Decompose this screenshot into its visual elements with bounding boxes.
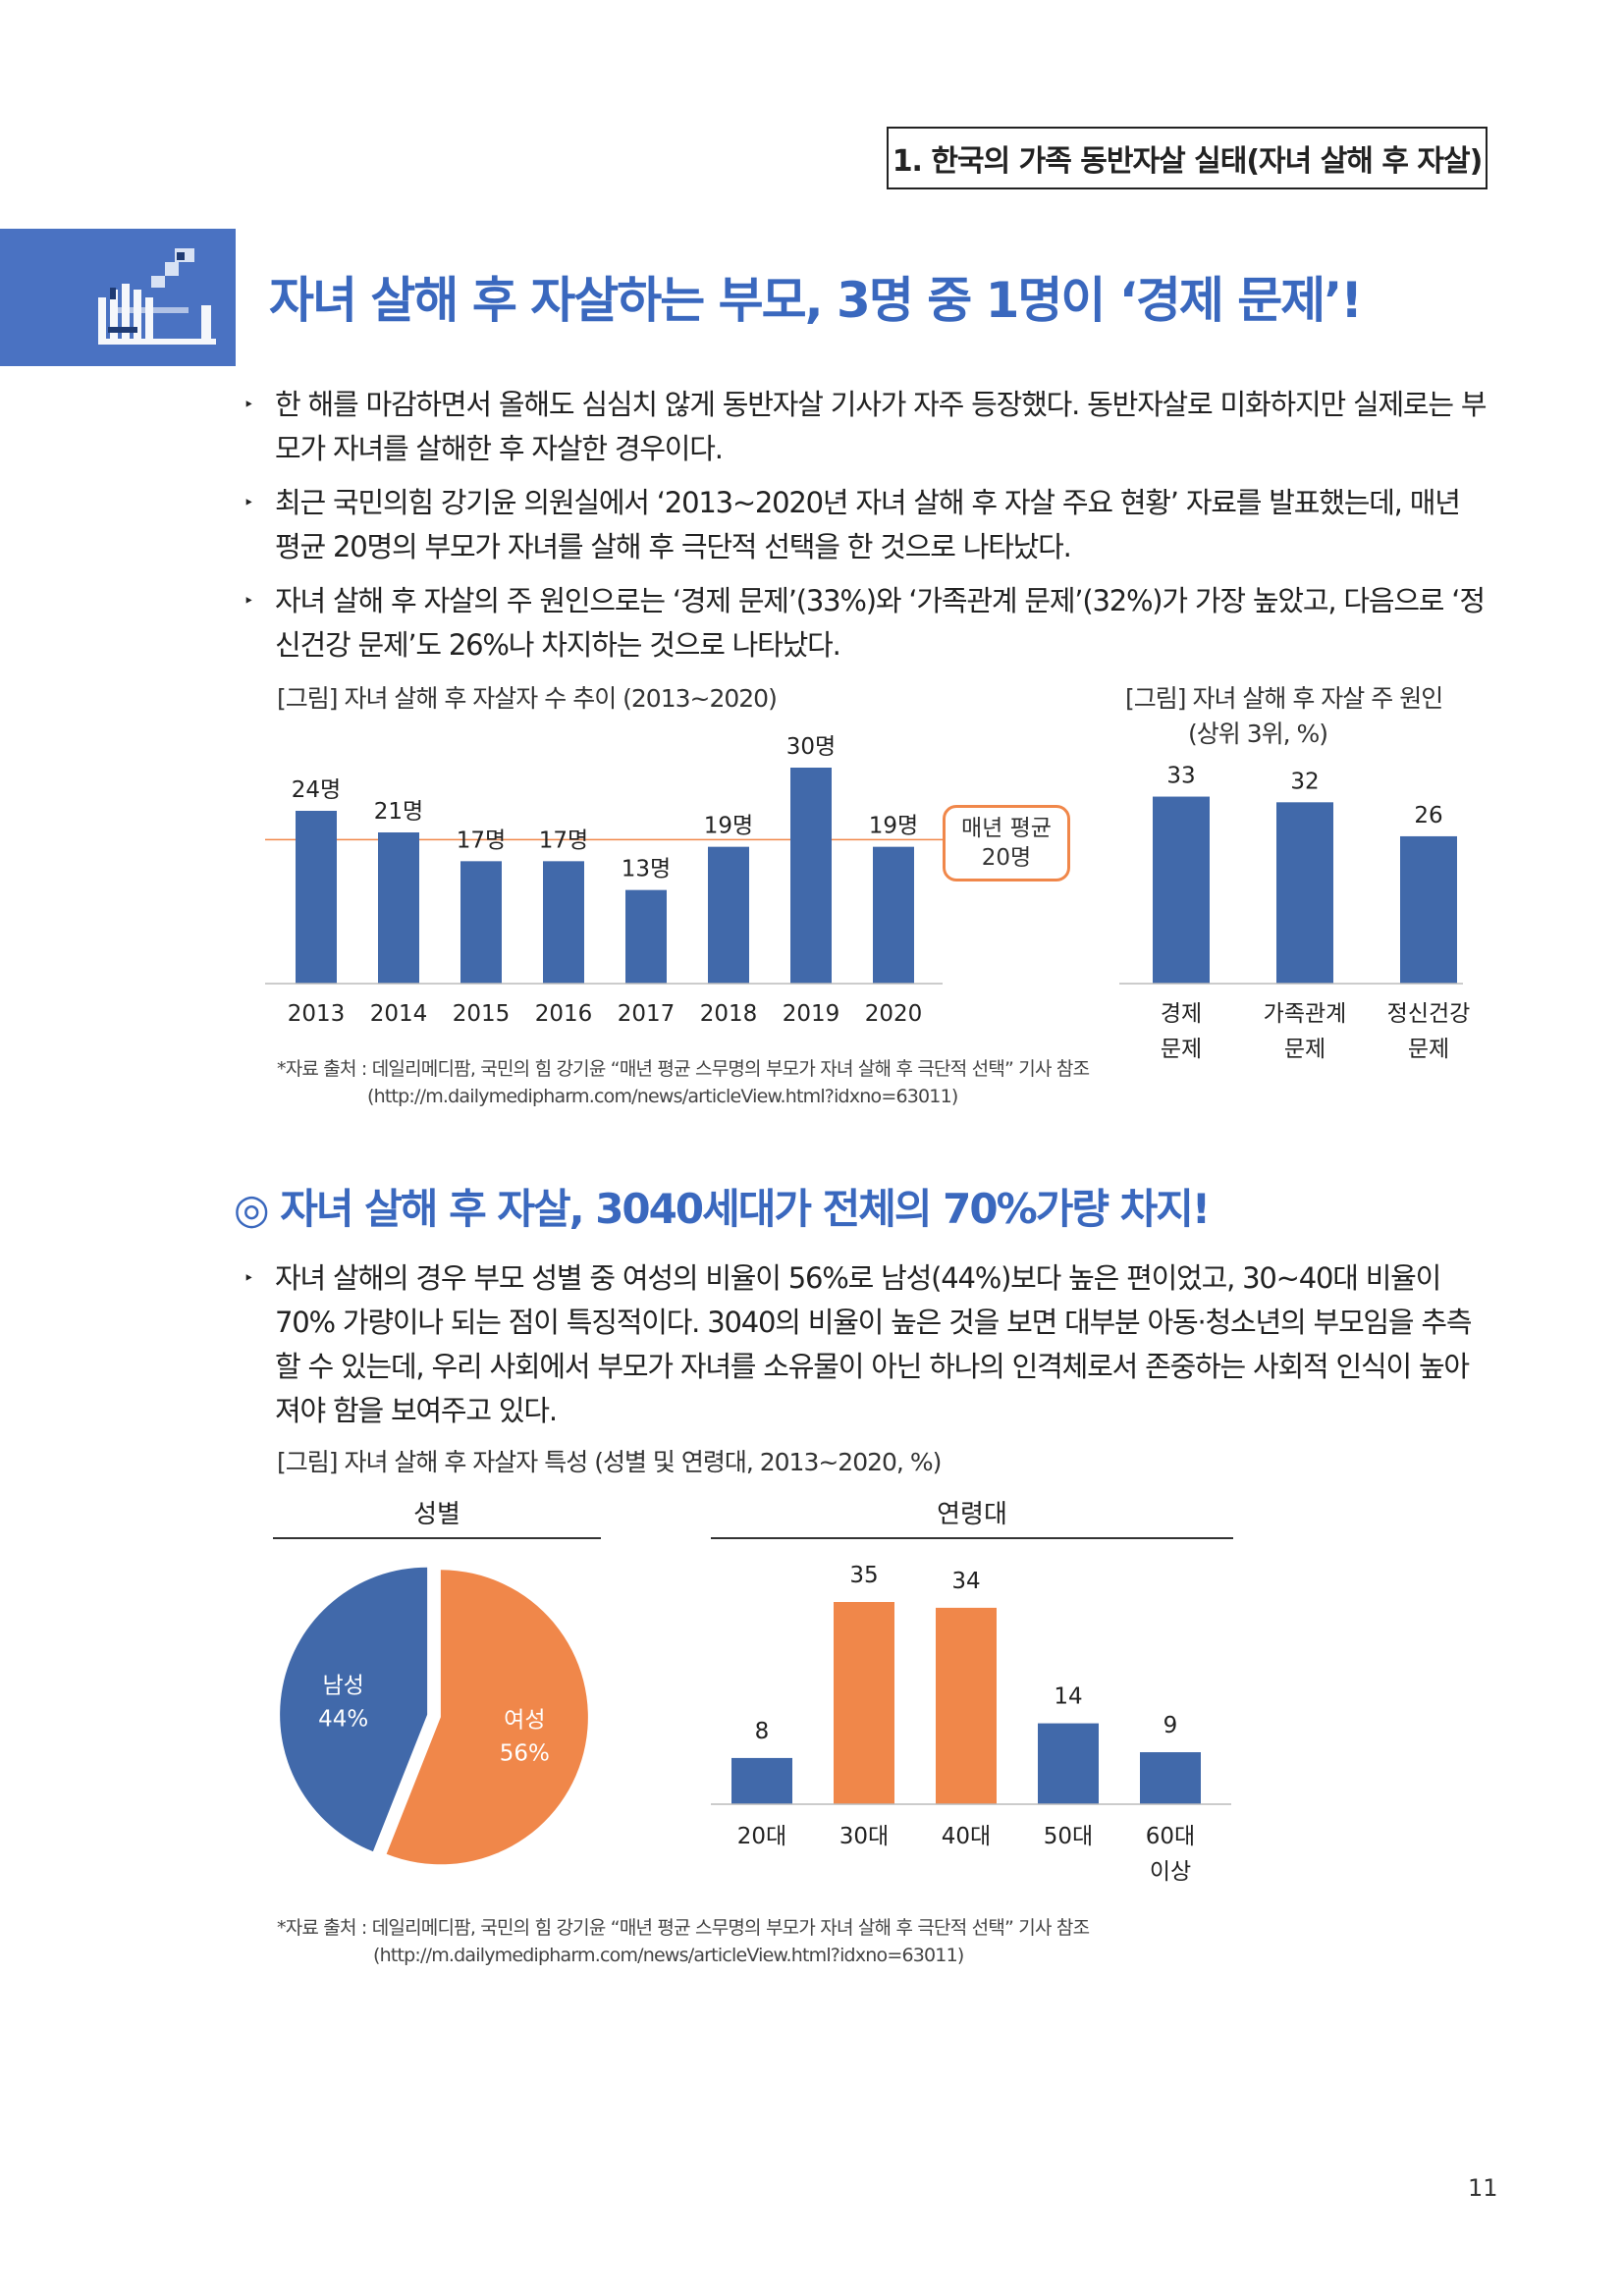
- cause-value-label: 33: [1166, 764, 1195, 789]
- average-callout: 매년 평균 20명: [943, 805, 1070, 881]
- bullet-item: ‣ 한 해를 마감하면서 올해도 심심치 않게 동반자살 기사가 자주 등장했다…: [243, 383, 1490, 471]
- bullet-item: ‣ 자녀 살해 후 자살의 주 원인으로는 ‘경제 문제’(33%)와 ‘가족관…: [243, 579, 1490, 667]
- source-url-2: (http://m.dailymedipharm.com/news/articl…: [373, 1945, 964, 1966]
- bullet-marker-icon: ‣: [243, 493, 254, 513]
- bullet-marker-icon: ‣: [243, 395, 254, 415]
- x-tick-label: 2014: [370, 1001, 428, 1027]
- top-bullet-list: ‣ 한 해를 마감하면서 올해도 심심치 않게 동반자살 기사가 자주 등장했다…: [243, 383, 1490, 677]
- age-category-label: 20대: [737, 1824, 786, 1849]
- bullet-marker-icon: ‣: [243, 1268, 254, 1289]
- age-value-label: 14: [1054, 1684, 1082, 1710]
- bottom-bullet-list: ‣ 자녀 살해의 경우 부모 성별 중 여성의 비율이 56%로 남성(44%)…: [243, 1256, 1490, 1443]
- bullet-marker-icon: ‣: [243, 591, 254, 612]
- age-category-label: 이상: [1150, 1859, 1191, 1885]
- pie-slice-female: [386, 1570, 588, 1865]
- average-callout-line2: 20명: [981, 845, 1032, 871]
- bullet-item: ‣ 자녀 살해의 경우 부모 성별 중 여성의 비율이 56%로 남성(44%)…: [243, 1256, 1490, 1433]
- age-category-label: 60대: [1146, 1824, 1195, 1849]
- x-tick-label: 2017: [618, 1001, 676, 1027]
- gender-title-rule: [273, 1537, 601, 1539]
- bar-2015: [460, 861, 502, 984]
- age-value-label: 35: [849, 1563, 878, 1588]
- gender-title: 성별: [413, 1500, 460, 1529]
- age-value-label: 8: [755, 1719, 770, 1744]
- cause-category-label: 문제: [1161, 1037, 1202, 1062]
- average-callout-line1: 매년 평균: [961, 816, 1052, 841]
- source-url-1: (http://m.dailymedipharm.com/news/articl…: [367, 1086, 958, 1107]
- x-tick-label: 2020: [865, 1001, 923, 1027]
- bar-2013: [296, 811, 337, 984]
- x-tick-label: 2019: [783, 1001, 840, 1027]
- page-number: 11: [1468, 2174, 1498, 2202]
- bar-2019: [790, 768, 832, 984]
- age-category-label: 50대: [1044, 1824, 1093, 1849]
- age-bar: [834, 1602, 894, 1804]
- bullet-text: 한 해를 마감하면서 올해도 심심치 않게 동반자살 기사가 자주 등장했다. …: [275, 388, 1488, 465]
- cause-bar: [1400, 835, 1457, 984]
- cause-value-label: 26: [1414, 803, 1442, 828]
- fig3-caption: [그림] 자녀 살해 후 자살자 특성 (성별 및 연령대, 2013~2020…: [277, 1448, 942, 1476]
- cause-category-label: 가족관계: [1264, 1001, 1347, 1027]
- age-bar: [936, 1607, 997, 1804]
- bar-2017: [625, 889, 667, 984]
- x-tick-label: 2016: [535, 1001, 593, 1027]
- subsection-title: ◎ 자녀 살해 후 자살, 3040세대가 전체의 70%가량 차지!: [234, 1185, 1211, 1233]
- age-title: 연령대: [937, 1500, 1007, 1529]
- cause-bar: [1276, 802, 1333, 984]
- cause-category-label: 문제: [1408, 1037, 1449, 1062]
- bar-value-label: 13명: [622, 857, 671, 882]
- bullet-text: 자녀 살해의 경우 부모 성별 중 여성의 비율이 56%로 남성(44%)보다…: [275, 1261, 1473, 1427]
- pie-slice-label: 여성: [504, 1708, 545, 1734]
- bar-2014: [378, 832, 419, 984]
- pie-slice-male: [280, 1567, 428, 1852]
- section-label: 1. 한국의 가족 동반자살 실태(자녀 살해 후 자살): [887, 127, 1488, 189]
- age-value-label: 9: [1163, 1713, 1178, 1738]
- bar-value-label: 30명: [786, 734, 836, 760]
- bar-value-label: 24명: [292, 777, 341, 803]
- age-category-label: 30대: [839, 1824, 889, 1849]
- cause-category-label: 문제: [1284, 1037, 1325, 1062]
- age-bar: [731, 1757, 792, 1804]
- x-tick-label: 2018: [700, 1001, 758, 1027]
- header-block: [0, 229, 236, 366]
- pie-slice-value: 56%: [500, 1741, 550, 1767]
- main-title: 자녀 살해 후 자살하는 부모, 3명 중 1명이 ‘경제 문제’!: [269, 272, 1363, 329]
- bar-2016: [543, 861, 584, 984]
- age-bar: [1038, 1723, 1099, 1804]
- yearly-count-chart: 24명 2013 21명 2014 17명 2015 17명 2016 13명 2017 19명 20…: [265, 734, 952, 1027]
- bar-2020: [873, 846, 914, 984]
- bar-value-label: 19명: [704, 814, 753, 839]
- x-tick-label: 2015: [453, 1001, 511, 1027]
- age-category-label: 40대: [942, 1824, 991, 1849]
- cause-category-label: 정신건강: [1387, 1001, 1471, 1027]
- x-tick-label: 2013: [288, 1001, 346, 1027]
- fig1-caption: [그림] 자녀 살해 후 자살자 수 추이 (2013~2020): [277, 684, 778, 713]
- bar-value-label: 19명: [869, 814, 918, 839]
- bar-value-label: 17명: [539, 828, 588, 853]
- cause-bar: [1153, 796, 1210, 984]
- age-bar: [1140, 1752, 1201, 1804]
- pie-slice-value: 44%: [318, 1706, 368, 1732]
- source-note-2: *자료 출처 : 데일리메디팜, 국민의 힘 강기윤 “매년 평균 스무명의 부…: [277, 1917, 1090, 1939]
- fig2-caption-line1: [그림] 자녀 살해 후 자살 주 원인: [1125, 684, 1443, 713]
- bullet-item: ‣ 최근 국민의힘 강기윤 의원실에서 ‘2013~2020년 자녀 살해 후 …: [243, 481, 1490, 569]
- age-value-label: 34: [951, 1569, 980, 1594]
- bar-2018: [708, 846, 749, 984]
- age-title-rule: [711, 1537, 1233, 1539]
- source-note-1: *자료 출처 : 데일리메디팜, 국민의 힘 강기윤 “매년 평균 스무명의 부…: [277, 1058, 1090, 1080]
- fig2-caption-line2: (상위 3위, %): [1188, 720, 1328, 748]
- bar-value-label: 21명: [374, 799, 423, 825]
- cause-value-label: 32: [1290, 769, 1319, 794]
- cause-category-label: 경제: [1161, 1001, 1202, 1027]
- gender-pie-chart: 남성 44% 여성 56%: [280, 1567, 588, 1865]
- bullet-text: 자녀 살해 후 자살의 주 원인으로는 ‘경제 문제’(33%)와 ‘가족관계 …: [275, 584, 1486, 662]
- bullet-text: 최근 국민의힘 강기윤 의원실에서 ‘2013~2020년 자녀 살해 후 자살…: [275, 486, 1461, 563]
- chart-analysis-icon: [98, 248, 216, 345]
- bar-value-label: 17명: [457, 828, 506, 853]
- pie-slice-label: 남성: [323, 1673, 364, 1698]
